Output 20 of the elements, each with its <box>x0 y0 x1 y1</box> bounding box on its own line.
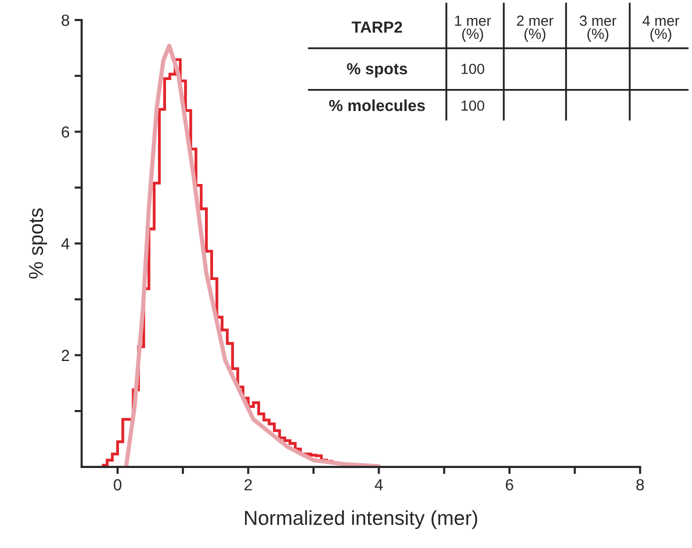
y-tick-label: 8 <box>62 14 70 26</box>
x-tick-label: 8 <box>636 479 644 490</box>
y-tick-label: 4 <box>61 238 70 250</box>
annotation: 2 mer (%) <box>517 16 554 42</box>
y-tick-label: 6 <box>62 126 70 138</box>
annotation: % molecules <box>329 99 425 112</box>
y-tick-label: 2 <box>62 350 70 361</box>
x-axis-title: Normalized intensity (mer) <box>245 510 478 530</box>
x-tick-label: 0 <box>114 479 122 490</box>
text: 4 mer (%) <box>642 16 680 42</box>
x-tick-label: 6 <box>506 479 514 490</box>
x-tick-label: 2 <box>244 479 252 490</box>
y-axis-title: % spots <box>28 208 48 279</box>
annotation: 3 mer (%) <box>580 16 616 42</box>
annotation: TARP2 <box>352 21 402 33</box>
annotation: 100 <box>462 100 484 111</box>
x-tick-label: 4 <box>374 479 383 490</box>
annotation: 1 mer (%) <box>455 16 492 42</box>
annotation: 100 <box>462 64 484 74</box>
annotation: % spots <box>346 63 408 78</box>
